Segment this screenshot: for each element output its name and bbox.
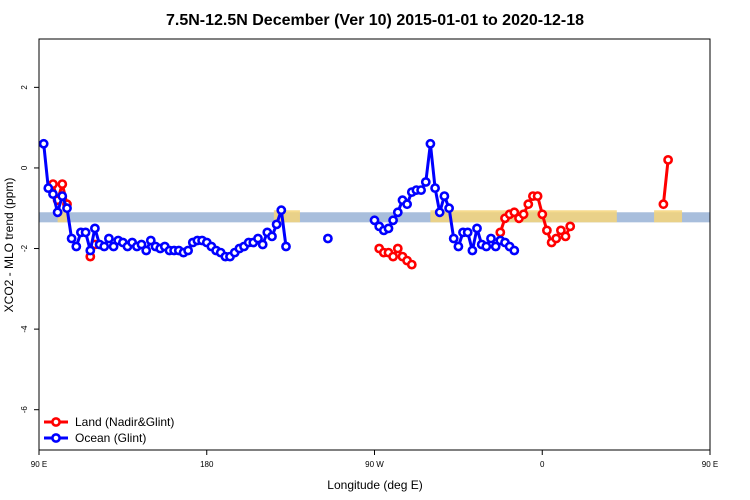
data-point xyxy=(518,209,529,220)
y-tick-label: -2 xyxy=(20,244,29,252)
x-axis-label: Longitude (deg E) xyxy=(327,478,422,492)
data-point xyxy=(523,199,534,210)
legend-marker xyxy=(51,433,61,443)
data-point xyxy=(663,154,673,165)
data-point xyxy=(183,245,193,256)
data-point xyxy=(136,239,147,250)
data-point xyxy=(57,191,68,201)
data-point xyxy=(434,207,445,218)
data-point xyxy=(257,239,268,250)
x-tick-label: 90 E xyxy=(31,460,47,469)
data-point xyxy=(271,219,282,230)
data-point xyxy=(416,185,426,195)
data-point xyxy=(444,203,454,214)
data-point xyxy=(556,225,566,236)
data-point xyxy=(141,245,152,256)
series-layer xyxy=(39,138,750,270)
data-point xyxy=(388,251,398,262)
series-line xyxy=(661,158,670,206)
data-point xyxy=(99,241,110,252)
data-point xyxy=(490,241,501,252)
legend-label: Land (Nadir&Glint) xyxy=(75,415,174,429)
land-mask-strip xyxy=(654,210,683,223)
data-point xyxy=(486,233,496,244)
data-point xyxy=(739,189,746,196)
data-point xyxy=(658,199,669,210)
data-point xyxy=(472,223,482,234)
data-point xyxy=(537,209,548,220)
y-tick-label: 0 xyxy=(20,165,29,170)
data-point xyxy=(481,241,492,252)
data-point xyxy=(52,207,63,218)
data-point xyxy=(392,207,403,218)
data-point xyxy=(276,205,287,216)
data-point xyxy=(369,215,380,226)
y-axis-label: XCO2 - MLO trend (ppm) xyxy=(2,178,16,313)
data-point xyxy=(43,183,54,193)
x-tick-label: 0 xyxy=(540,460,545,469)
data-point xyxy=(322,233,333,244)
data-point xyxy=(542,225,552,236)
data-point xyxy=(145,235,156,246)
data-point xyxy=(425,138,436,149)
data-point xyxy=(509,245,520,256)
data-point xyxy=(509,207,520,218)
x-tick-label: 180 xyxy=(200,460,214,469)
data-point xyxy=(495,227,506,238)
y-axis: -6 -4 -2 0 2 xyxy=(20,85,39,414)
data-point xyxy=(108,241,119,252)
data-point xyxy=(80,227,91,238)
data-point xyxy=(90,223,100,234)
y-tick-label: 2 xyxy=(20,85,29,90)
data-point xyxy=(57,179,68,189)
data-point xyxy=(71,241,82,252)
data-point xyxy=(565,221,576,232)
data-point xyxy=(467,245,478,256)
data-point xyxy=(551,233,562,244)
data-point xyxy=(66,233,77,244)
data-point xyxy=(388,215,398,226)
data-point xyxy=(253,233,263,244)
data-point xyxy=(453,241,464,252)
land-mask-strip xyxy=(57,210,67,223)
data-point xyxy=(406,259,417,270)
data-point xyxy=(48,189,58,199)
data-point xyxy=(281,241,291,252)
x-tick-label: 90 W xyxy=(365,460,384,469)
data-point xyxy=(448,233,459,244)
data-point xyxy=(104,233,114,244)
data-point xyxy=(560,231,571,242)
data-point xyxy=(402,199,412,210)
data-point xyxy=(383,223,394,234)
data-point xyxy=(439,191,450,201)
legend-marker xyxy=(51,417,61,427)
chart-title: 7.5N-12.5N December (Ver 10) 2015-01-01 … xyxy=(166,12,584,29)
land-mask-strip xyxy=(729,210,750,222)
data-point xyxy=(462,227,473,238)
legend: Land (Nadir&Glint) Ocean (Glint) xyxy=(44,415,174,445)
data-point xyxy=(62,203,72,214)
data-point xyxy=(430,183,440,193)
x-tick-label: 90 E xyxy=(702,460,718,469)
data-point xyxy=(39,138,49,149)
legend-item: Land (Nadir&Glint) xyxy=(44,415,174,429)
y-tick-label: -4 xyxy=(20,325,29,333)
x-axis: 90 E 180 90 W 0 90 E xyxy=(31,450,718,469)
data-point xyxy=(734,178,741,185)
data-point xyxy=(392,243,403,254)
y-tick-label: -6 xyxy=(20,406,29,414)
data-point xyxy=(267,231,277,242)
data-point xyxy=(532,191,543,201)
data-point xyxy=(420,177,431,187)
data-point xyxy=(744,178,750,185)
series-line xyxy=(738,182,747,192)
series-ocean xyxy=(39,138,520,262)
data-point xyxy=(85,245,96,256)
legend-item: Ocean (Glint) xyxy=(44,431,146,445)
legend-label: Ocean (Glint) xyxy=(75,431,146,445)
